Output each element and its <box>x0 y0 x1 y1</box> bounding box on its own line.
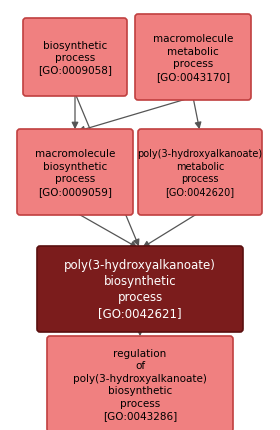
FancyBboxPatch shape <box>135 15 251 101</box>
FancyBboxPatch shape <box>138 130 262 215</box>
FancyBboxPatch shape <box>23 19 127 97</box>
FancyBboxPatch shape <box>47 336 233 430</box>
Text: regulation
of
poly(3-hydroxyalkanoate)
biosynthetic
process
[GO:0043286]: regulation of poly(3-hydroxyalkanoate) b… <box>73 348 207 420</box>
Text: biosynthetic
process
[GO:0009058]: biosynthetic process [GO:0009058] <box>38 40 112 75</box>
Text: macromolecule
biosynthetic
process
[GO:0009059]: macromolecule biosynthetic process [GO:0… <box>35 149 115 196</box>
FancyBboxPatch shape <box>17 130 133 215</box>
Text: poly(3-hydroxyalkanoate)
metabolic
process
[GO:0042620]: poly(3-hydroxyalkanoate) metabolic proce… <box>137 149 263 196</box>
FancyBboxPatch shape <box>37 246 243 332</box>
Text: macromolecule
metabolic
process
[GO:0043170]: macromolecule metabolic process [GO:0043… <box>153 34 233 81</box>
Text: poly(3-hydroxyalkanoate)
biosynthetic
process
[GO:0042621]: poly(3-hydroxyalkanoate) biosynthetic pr… <box>64 259 216 320</box>
